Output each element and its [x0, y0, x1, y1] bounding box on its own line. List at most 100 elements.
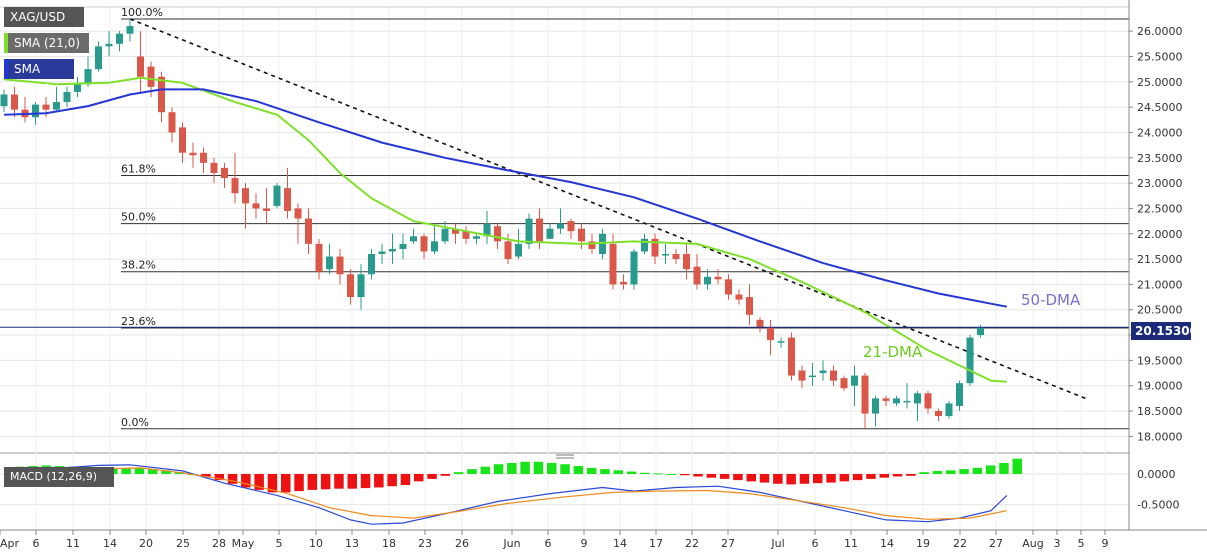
candle-body [105, 43, 113, 47]
macd-bar [946, 470, 956, 474]
candle-body [725, 279, 732, 295]
candle-body [11, 94, 18, 110]
x-tick-label: 14 [880, 537, 894, 550]
macd-bar [666, 474, 677, 475]
x-tick-label: 22 [953, 537, 967, 550]
last-price-tag: 20.15300 [1131, 322, 1198, 340]
macd-bar [334, 474, 344, 489]
y-tick-label: 26.0000 [1137, 25, 1183, 38]
macd-bar [121, 467, 131, 474]
macd-bar [547, 462, 557, 474]
candle-body [452, 228, 459, 234]
macd-bar [267, 474, 278, 493]
macd-bar [161, 470, 171, 474]
candle-body [116, 33, 123, 44]
x-tick-label: 14 [103, 537, 117, 550]
fib-label: 100.0% [121, 6, 163, 19]
candle-body [830, 370, 837, 381]
fib-label: 61.8% [121, 163, 156, 176]
x-tick-label: 27 [989, 537, 1003, 550]
fib-label: 50.0% [121, 211, 156, 224]
macd-bar [201, 474, 211, 478]
candle-body [578, 228, 585, 242]
macd-bar [706, 474, 717, 478]
macd-line [3, 464, 1008, 525]
candle-body [546, 228, 554, 239]
candle-body [767, 327, 774, 341]
signal-line [3, 467, 1007, 520]
x-tick-label: 20 [139, 537, 153, 550]
candle-body [536, 218, 543, 242]
y-tick-label: 21.0000 [1137, 278, 1183, 291]
candle-body [515, 243, 522, 257]
grid-lines [0, 6, 1129, 530]
candle-body [935, 411, 942, 417]
macd-bar [959, 469, 969, 474]
sma21-line [3, 76, 1007, 383]
macd-bar [866, 474, 876, 479]
macd-bar [972, 467, 983, 474]
symbol-label: XAG/USD [4, 7, 84, 27]
candle-body [504, 241, 512, 260]
x-tick-label: 6 [33, 537, 40, 550]
candle-body [273, 185, 281, 206]
macd-bar [640, 472, 650, 474]
macd-bar [813, 474, 823, 484]
candle-body [473, 236, 480, 239]
macd-bar [374, 474, 384, 488]
candle-body [84, 69, 92, 85]
x-tick-label: 11 [66, 537, 80, 550]
x-tick-label: 22 [685, 537, 699, 550]
macd-bar [480, 466, 490, 474]
candle-body [641, 238, 648, 252]
y-tick-label: 18.5000 [1137, 405, 1183, 418]
candle-body [588, 241, 596, 249]
candle-body [924, 393, 932, 409]
x-tick-label: 17 [649, 537, 663, 550]
sma21-legend[interactable]: SMA (21,0) [4, 33, 89, 53]
macd-bar [294, 474, 304, 492]
macd-bar [320, 474, 331, 490]
macd-bar [786, 474, 796, 485]
x-tick-label: 11 [844, 537, 858, 550]
macd-bar [746, 474, 756, 482]
x-tick-label: 5 [1078, 537, 1085, 550]
macd-bar [174, 472, 185, 474]
macd-bar [560, 464, 570, 474]
macd-bar [493, 464, 504, 474]
y-tick-label: 22.5000 [1137, 202, 1183, 215]
macd-bar [387, 474, 397, 487]
x-tick-label: 9 [581, 537, 588, 550]
macd-bar [879, 474, 889, 478]
candle-body [851, 375, 858, 386]
candle-body [609, 243, 617, 285]
macd-bar [773, 474, 783, 484]
y-tick-label: 22.0000 [1137, 228, 1183, 241]
fib-label: 23.6% [121, 315, 156, 328]
macd-bar [227, 474, 238, 484]
macd-bar [759, 474, 770, 483]
annotation-21dma: 21-DMA [863, 343, 923, 361]
x-tick-label: 25 [176, 537, 190, 550]
candle-body [914, 393, 921, 404]
candle-body [693, 266, 701, 285]
candle-body [956, 383, 963, 406]
candle-body [126, 26, 134, 34]
candle-body [357, 274, 365, 298]
candle-body [746, 297, 753, 315]
candle-body [74, 84, 81, 92]
macd-bar [360, 474, 371, 489]
macd-bar [1012, 458, 1022, 474]
macd-bar [826, 474, 836, 483]
macd-legend[interactable]: MACD (12,26,9) [4, 467, 114, 487]
sma50-legend[interactable]: SMA (50,0) [4, 59, 74, 96]
candle-body [819, 370, 827, 374]
candle-body [231, 178, 239, 194]
y-tick-label: 25.0000 [1137, 76, 1183, 89]
x-tick-label: Apr [0, 537, 20, 550]
candle-body [179, 127, 186, 153]
macd-bar [453, 472, 464, 474]
candle-body [735, 294, 743, 300]
macd-bar [719, 474, 730, 479]
